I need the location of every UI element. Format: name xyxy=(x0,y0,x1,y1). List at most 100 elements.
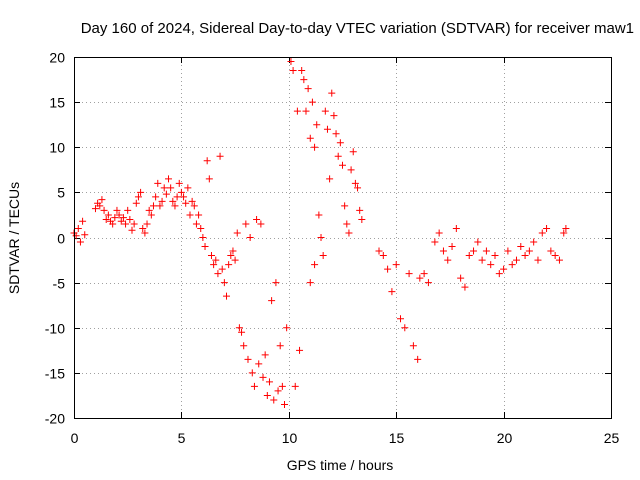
data-point xyxy=(358,215,366,223)
data-point xyxy=(244,355,252,363)
data-point xyxy=(401,324,409,332)
data-point xyxy=(351,179,359,187)
data-point xyxy=(343,220,351,228)
data-point xyxy=(160,184,168,192)
data-point xyxy=(439,247,447,255)
data-point xyxy=(319,252,327,260)
data-point xyxy=(278,382,286,390)
data-point xyxy=(165,175,173,183)
data-point xyxy=(210,261,218,269)
data-point xyxy=(203,157,211,165)
data-point xyxy=(296,346,304,354)
x-tick-label: 10 xyxy=(282,430,298,446)
data-point xyxy=(323,125,331,133)
data-point xyxy=(452,224,460,232)
data-point xyxy=(128,226,136,234)
data-point xyxy=(126,215,134,223)
data-point xyxy=(313,121,321,129)
data-point xyxy=(154,179,162,187)
data-point xyxy=(375,247,383,255)
data-point xyxy=(263,391,271,399)
data-point xyxy=(145,206,153,214)
data-point xyxy=(517,243,525,251)
data-point xyxy=(521,252,529,260)
data-point xyxy=(315,211,323,219)
data-point xyxy=(416,274,424,282)
data-point xyxy=(119,214,127,222)
data-point xyxy=(448,243,456,251)
data-point xyxy=(347,166,355,174)
data-point xyxy=(478,256,486,264)
data-point xyxy=(379,252,387,260)
data-point xyxy=(543,224,551,232)
data-point xyxy=(223,292,231,300)
data-point xyxy=(525,247,533,255)
data-point xyxy=(491,252,499,260)
data-point xyxy=(405,270,413,278)
data-point xyxy=(384,265,392,273)
data-point xyxy=(156,202,164,210)
data-point xyxy=(109,220,117,228)
data-point xyxy=(560,229,568,237)
data-point xyxy=(457,274,465,282)
data-point xyxy=(184,184,192,192)
data-point xyxy=(134,193,142,201)
data-point xyxy=(431,238,439,246)
x-tick-label: 25 xyxy=(604,430,620,446)
data-point xyxy=(306,134,314,142)
data-point xyxy=(253,215,261,223)
data-point xyxy=(79,217,87,225)
data-point xyxy=(250,382,258,390)
data-point xyxy=(182,199,190,207)
data-point xyxy=(302,107,310,115)
data-point xyxy=(180,193,188,201)
data-point xyxy=(100,206,108,214)
data-point xyxy=(465,252,473,260)
data-point xyxy=(356,206,364,214)
plot-frame xyxy=(74,57,612,419)
data-point xyxy=(321,107,329,115)
y-tick-label: -10 xyxy=(45,321,65,337)
y-tick-label: 10 xyxy=(49,140,65,156)
data-point xyxy=(304,85,312,93)
x-tick-label: 0 xyxy=(71,430,79,446)
data-point xyxy=(534,256,542,264)
data-point xyxy=(102,215,110,223)
data-point xyxy=(530,238,538,246)
y-tick-label: -5 xyxy=(53,276,66,292)
data-point xyxy=(216,152,224,160)
data-point xyxy=(186,211,194,219)
data-point xyxy=(162,190,170,198)
x-tick-label: 20 xyxy=(497,430,513,446)
y-axis-label: SDTVAR / TECUs xyxy=(6,182,22,294)
data-point xyxy=(96,202,104,210)
data-point xyxy=(152,193,160,201)
data-point xyxy=(388,288,396,296)
data-point xyxy=(173,193,181,201)
data-point xyxy=(214,270,222,278)
grid-lines xyxy=(74,57,611,418)
data-point xyxy=(409,342,417,350)
data-point xyxy=(414,355,422,363)
data-point xyxy=(396,315,404,323)
y-tick-label: -15 xyxy=(45,366,65,382)
data-point xyxy=(345,229,353,237)
data-point xyxy=(238,328,246,336)
data-point xyxy=(291,382,299,390)
data-point xyxy=(122,220,130,228)
data-point xyxy=(147,211,155,219)
data-point xyxy=(265,378,273,386)
data-point xyxy=(326,175,334,183)
data-point xyxy=(139,224,147,232)
data-point xyxy=(141,229,149,237)
data-point xyxy=(332,130,340,138)
data-point xyxy=(328,89,336,97)
data-point xyxy=(562,224,570,232)
data-point xyxy=(177,188,185,196)
data-point xyxy=(306,279,314,287)
data-point xyxy=(287,58,295,66)
data-point xyxy=(268,297,276,305)
data-point xyxy=(555,256,563,264)
data-point xyxy=(98,196,106,204)
